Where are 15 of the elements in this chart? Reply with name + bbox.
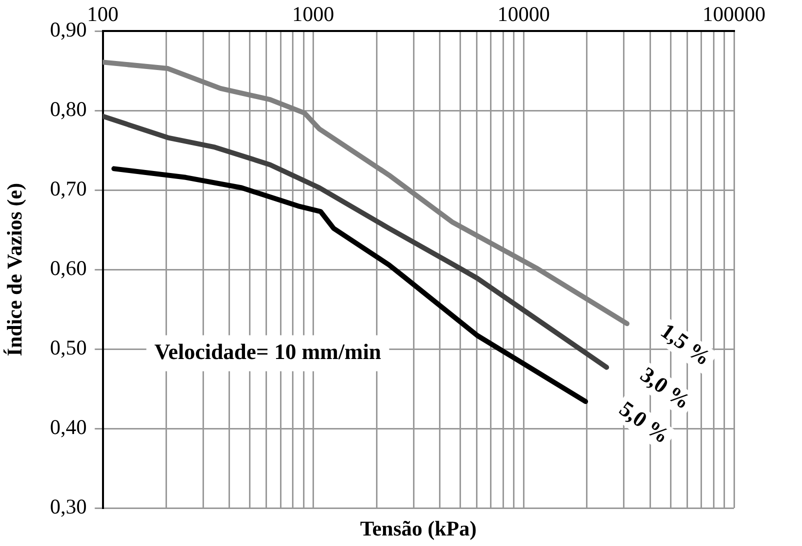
x-tick-label: 100000 — [702, 2, 766, 26]
y-tick-label: 0,70 — [50, 176, 87, 201]
y-tick-label: 0,30 — [50, 494, 87, 519]
y-tick-label: 0,80 — [50, 97, 87, 122]
y-axis-title: Índice de Vazios (e) — [2, 182, 26, 356]
y-tick-label: 0,50 — [50, 336, 87, 360]
x-tick-label: 1000 — [292, 2, 334, 26]
y-tick-label: 0,60 — [50, 256, 87, 280]
x-tick-label: 10000 — [497, 2, 550, 26]
x-axis-title: Tensão (kPa) — [360, 516, 477, 540]
text: 1,5 % — [656, 318, 716, 370]
y-tick-label: 0,40 — [50, 415, 87, 440]
x-tick-label: 100 — [87, 2, 118, 26]
annotation: Velocidade= 10 mm/min — [154, 338, 382, 364]
y-tick-label: 0,90 — [50, 18, 87, 42]
